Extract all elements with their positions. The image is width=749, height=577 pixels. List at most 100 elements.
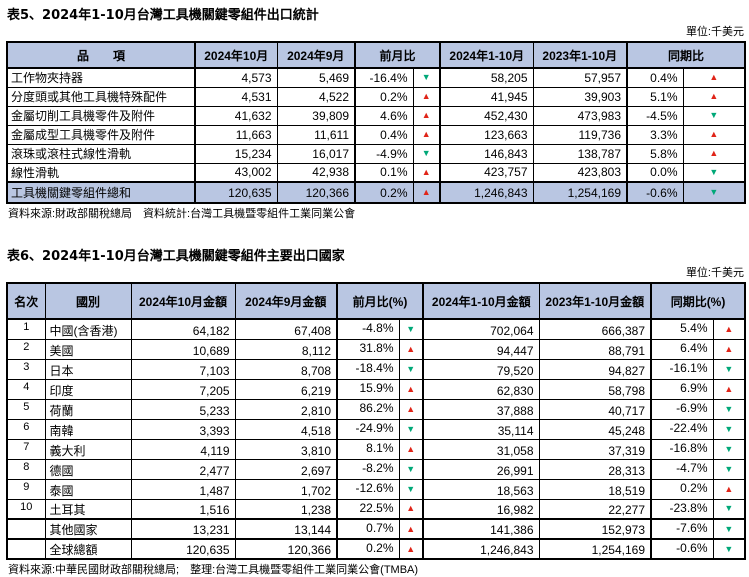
mom-trend-icon: ▲: [412, 105, 441, 126]
mom-trend-icon: ▲: [398, 438, 424, 460]
mom-trend-icon: ▲: [398, 518, 424, 540]
mom-trend-icon: ▲: [398, 378, 424, 400]
oct-amount: 5,233: [130, 398, 236, 420]
ytd-2023-amount: 58,798: [538, 378, 652, 400]
ytd-2024-amount: 37,888: [422, 398, 540, 420]
sep-amount: 1,702: [234, 478, 338, 500]
table6-header-ytd2023: 2023年1-10月金額: [538, 282, 652, 320]
yoy-trend-icon: ▲: [682, 86, 746, 107]
yoy-trend-icon: ▼: [712, 538, 746, 560]
yoy-pct: -16.1%: [650, 358, 714, 380]
rank-cell: 7: [6, 438, 46, 460]
yoy-trend-icon: ▲: [712, 378, 746, 400]
mom-trend-icon: ▲: [398, 398, 424, 420]
rank-cell: 4: [6, 378, 46, 400]
oct-amount: 120,635: [194, 181, 278, 204]
item-name: 滾珠或滾柱式線性滑軌: [6, 143, 196, 164]
mom-trend-icon: ▲: [412, 181, 441, 204]
table-row: 1 中國(含香港) 64,182 67,408 -4.8% ▼ 702,064 666,387…: [6, 318, 746, 340]
mom-pct: 22.5%: [336, 498, 400, 520]
ytd-2023-amount: 1,254,169: [532, 181, 628, 204]
mom-pct: 31.8%: [336, 338, 400, 360]
ytd-2023-amount: 138,787: [532, 143, 628, 164]
yoy-trend-icon: ▼: [712, 418, 746, 440]
table6-header-row: 名次 國別 2024年10月金額 2024年9月金額 前月比(%) 2024年1…: [6, 282, 746, 320]
yoy-trend-icon: ▼: [712, 398, 746, 420]
table5-unit-label: 單位:千美元: [685, 26, 744, 38]
table-row: 其他國家 13,231 13,144 0.7% ▲ 141,386 152,973 -7.6%…: [6, 518, 746, 540]
mom-trend-icon: ▼: [398, 318, 424, 340]
ytd-2023-amount: 119,736: [532, 124, 628, 145]
yoy-trend-icon: ▼: [712, 358, 746, 380]
table5-header-ytd2024: 2024年1-10月: [439, 41, 534, 69]
oct-amount: 43,002: [194, 162, 278, 183]
country-name: 德國: [44, 458, 132, 480]
oct-amount: 41,632: [194, 105, 278, 126]
yoy-pct: -0.6%: [626, 181, 684, 204]
ytd-2024-amount: 123,663: [439, 124, 534, 145]
ytd-2023-amount: 40,717: [538, 398, 652, 420]
yoy-pct: -4.5%: [626, 105, 684, 126]
ytd-2024-amount: 35,114: [422, 418, 540, 440]
yoy-pct: 3.3%: [626, 124, 684, 145]
yoy-pct: -7.6%: [650, 518, 714, 540]
mom-trend-icon: ▲: [412, 162, 441, 183]
table5-title: 表5、2024年1-10月台灣工具機關鍵零組件出口統計: [7, 8, 319, 23]
country-name: 義大利: [44, 438, 132, 460]
country-name: 其他國家: [44, 518, 132, 540]
ytd-2024-amount: 702,064: [422, 318, 540, 340]
rank-cell: 6: [6, 418, 46, 440]
table6-source-note: 資料來源:中華民國財政部關稅總局; 整理:台灣工具機暨零組件工業同業公會(TMB…: [8, 564, 419, 576]
mom-trend-icon: ▼: [412, 143, 441, 164]
country-name: 土耳其: [44, 498, 132, 520]
oct-amount: 64,182: [130, 318, 236, 340]
oct-amount: 4,573: [194, 67, 278, 88]
rank-cell: [6, 518, 46, 540]
mom-trend-icon: ▼: [398, 458, 424, 480]
table6-header-yoy: 同期比(%): [650, 282, 746, 320]
table-row: 分度頭或其他工具機特殊配件 4,531 4,522 0.2% ▲ 41,945 39,903…: [6, 86, 746, 107]
mom-pct: -16.4%: [354, 67, 414, 88]
rank-cell: 10: [6, 498, 46, 520]
mom-trend-icon: ▼: [412, 67, 441, 88]
ytd-2024-amount: 1,246,843: [422, 538, 540, 560]
mom-pct: -4.8%: [336, 318, 400, 340]
mom-pct: -18.4%: [336, 358, 400, 380]
yoy-trend-icon: ▲: [712, 338, 746, 360]
yoy-trend-icon: ▼: [682, 162, 746, 183]
item-name: 分度頭或其他工具機特殊配件: [6, 86, 196, 107]
oct-amount: 11,663: [194, 124, 278, 145]
table-row: 3 日本 7,103 8,708 -18.4% ▼ 79,520 94,827 -16.1% ▼: [6, 358, 746, 380]
table-row: 金屬成型工具機零件及附件 11,663 11,611 0.4% ▲ 123,663 119,…: [6, 124, 746, 145]
table5-header-yoy: 同期比: [626, 41, 746, 69]
table6-header-rank: 名次: [6, 282, 46, 320]
sep-amount: 8,708: [234, 358, 338, 380]
yoy-trend-icon: ▼: [712, 438, 746, 460]
country-name: 日本: [44, 358, 132, 380]
ytd-2023-amount: 37,319: [538, 438, 652, 460]
ytd-2024-amount: 41,945: [439, 86, 534, 107]
ytd-2024-amount: 1,246,843: [439, 181, 534, 204]
sep-amount: 4,518: [234, 418, 338, 440]
yoy-pct: 5.8%: [626, 143, 684, 164]
mom-pct: 0.1%: [354, 162, 414, 183]
mom-pct: -24.9%: [336, 418, 400, 440]
ytd-2023-amount: 28,313: [538, 458, 652, 480]
yoy-trend-icon: ▼: [682, 181, 746, 204]
ytd-2024-amount: 58,205: [439, 67, 534, 88]
mom-pct: 4.6%: [354, 105, 414, 126]
ytd-2023-amount: 666,387: [538, 318, 652, 340]
ytd-2023-amount: 94,827: [538, 358, 652, 380]
rank-cell: 2: [6, 338, 46, 360]
table-row: 金屬切削工具機零件及附件 41,632 39,809 4.6% ▲ 452,430 473,…: [6, 105, 746, 126]
table6-header-country: 國別: [44, 282, 132, 320]
mom-trend-icon: ▼: [398, 418, 424, 440]
oct-amount: 7,103: [130, 358, 236, 380]
yoy-trend-icon: ▲: [682, 143, 746, 164]
table-row: 6 南韓 3,393 4,518 -24.9% ▼ 35,114 45,248 -22.4% ▼: [6, 418, 746, 440]
sep-amount: 6,219: [234, 378, 338, 400]
mom-trend-icon: ▲: [398, 538, 424, 560]
rank-cell: 1: [6, 318, 46, 340]
yoy-trend-icon: ▲: [712, 318, 746, 340]
rank-cell: 9: [6, 478, 46, 500]
